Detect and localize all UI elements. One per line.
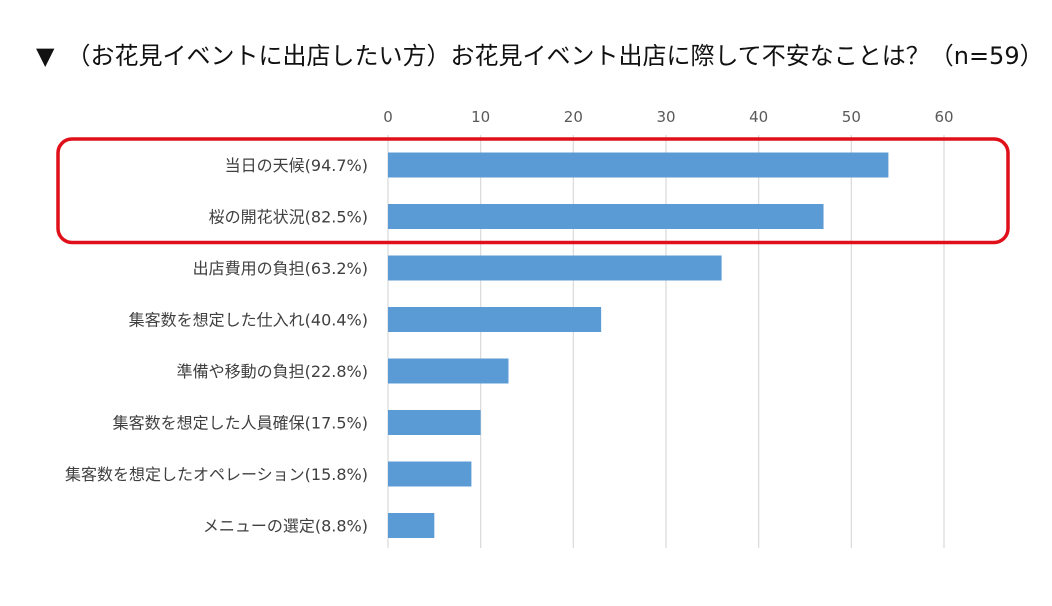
bar — [388, 204, 824, 229]
x-tick-label: 0 — [383, 108, 393, 126]
gridlines — [387, 135, 945, 548]
bar — [388, 358, 509, 384]
bar — [388, 255, 722, 281]
x-tick-label: 60 — [934, 108, 953, 126]
highlight-box — [56, 137, 1010, 245]
category-label: 準備や移動の負担(22.8%) — [177, 362, 368, 381]
category-label: 集客数を想定した仕入れ(40.4%) — [129, 311, 368, 330]
bar — [388, 410, 481, 435]
x-tick-label: 50 — [842, 108, 861, 126]
category-label: 出店費用の負担(63.2%) — [193, 259, 368, 278]
category-label: 当日の天候(94.7%) — [225, 156, 368, 175]
category-label: 集客数を想定した人員確保(17.5%) — [113, 414, 368, 433]
x-tick-label: 20 — [564, 108, 583, 126]
bars — [388, 152, 889, 538]
x-tick-label: 30 — [656, 108, 675, 126]
category-label: 集客数を想定したオペレーション(15.8%) — [65, 465, 368, 484]
bar — [388, 461, 472, 487]
x-tick-label: 40 — [749, 108, 768, 126]
chart-title: ▼ （お花見イベントに出店したい方）お花見イベント出店に際して不安なことは？（n… — [36, 42, 1044, 70]
category-labels: 当日の天候(94.7%) 桜の開花状況(82.5%) 出店費用の負担(63.2%) 集… — [65, 156, 368, 536]
x-axis-ticks: 0 10 20 30 40 50 60 — [383, 108, 953, 126]
highlight-rectangle — [56, 137, 1010, 245]
category-label: 桜の開花状況(82.5%) — [209, 208, 368, 227]
bar — [388, 513, 435, 538]
bar — [388, 152, 889, 178]
bar — [388, 307, 602, 332]
x-tick-label: 10 — [471, 108, 490, 126]
category-label: メニューの選定(8.8%) — [203, 517, 368, 536]
